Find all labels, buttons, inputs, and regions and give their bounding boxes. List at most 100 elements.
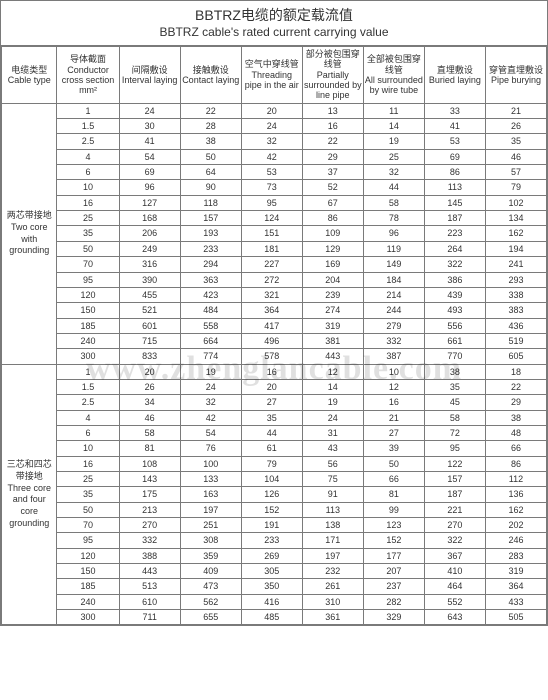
cell: 14 <box>302 379 363 394</box>
cell: 39 <box>363 441 424 456</box>
cell: 79 <box>241 456 302 471</box>
cell: 249 <box>119 241 180 256</box>
table-row: 185513473350261237464364 <box>2 579 547 594</box>
cell: 443 <box>119 564 180 579</box>
cell: 22 <box>485 379 546 394</box>
cell: 54 <box>180 425 241 440</box>
cell: 163 <box>180 487 241 502</box>
cell: 152 <box>241 502 302 517</box>
cell: 124 <box>241 211 302 226</box>
cell: 227 <box>241 257 302 272</box>
table-row: 300711655485361329643505 <box>2 610 547 625</box>
cell: 120 <box>57 287 119 302</box>
cell: 50 <box>363 456 424 471</box>
cell: 41 <box>119 134 180 149</box>
cell: 319 <box>302 318 363 333</box>
cell: 390 <box>119 272 180 287</box>
cell: 193 <box>180 226 241 241</box>
cell: 61 <box>241 441 302 456</box>
cell: 316 <box>119 257 180 272</box>
cell: 233 <box>241 533 302 548</box>
cell: 52 <box>302 180 363 195</box>
data-table: 电缆类型Cable type导体截面Conductor cross sectio… <box>1 46 547 625</box>
cell: 32 <box>180 395 241 410</box>
cell: 20 <box>119 364 180 379</box>
table-row: 351751631269181187136 <box>2 487 547 502</box>
table-row: 1.526242014123522 <box>2 379 547 394</box>
cell: 6 <box>57 425 119 440</box>
cell: 464 <box>424 579 485 594</box>
cell: 270 <box>424 518 485 533</box>
cell: 38 <box>485 410 546 425</box>
cell: 113 <box>302 502 363 517</box>
cell: 246 <box>485 533 546 548</box>
cell: 1 <box>57 364 119 379</box>
cell: 207 <box>363 564 424 579</box>
cell: 332 <box>363 333 424 348</box>
col-header-3: 接触敷设Contact laying <box>180 47 241 104</box>
cell: 361 <box>302 610 363 625</box>
col-header-6: 全部被包围穿线管All surrounded by wire tube <box>363 47 424 104</box>
cell: 18 <box>485 364 546 379</box>
cell: 473 <box>180 579 241 594</box>
cell: 261 <box>302 579 363 594</box>
cell: 86 <box>485 456 546 471</box>
group-label: 两芯带接地Two core with grounding <box>2 103 57 364</box>
cell: 10 <box>363 364 424 379</box>
cell: 162 <box>485 226 546 241</box>
cell: 16 <box>57 195 119 210</box>
cell: 387 <box>363 349 424 364</box>
table-row: 10969073524411379 <box>2 180 547 195</box>
cell: 605 <box>485 349 546 364</box>
cell: 50 <box>57 502 119 517</box>
cell: 26 <box>485 119 546 134</box>
cell: 519 <box>485 333 546 348</box>
cell: 388 <box>119 548 180 563</box>
cell: 53 <box>241 165 302 180</box>
cell: 364 <box>241 303 302 318</box>
cell: 251 <box>180 518 241 533</box>
cell: 27 <box>241 395 302 410</box>
cell: 12 <box>302 364 363 379</box>
cell: 321 <box>241 287 302 302</box>
cell: 19 <box>180 364 241 379</box>
cell: 143 <box>119 471 180 486</box>
cell: 120 <box>57 548 119 563</box>
table-container: BBTRZ电缆的额定载流值 BBTRZ cable's rated curren… <box>0 0 548 626</box>
cell: 319 <box>485 564 546 579</box>
cell: 35 <box>57 226 119 241</box>
cell: 2.5 <box>57 395 119 410</box>
col-header-2: 间隔敷设Interval laying <box>119 47 180 104</box>
cell: 363 <box>180 272 241 287</box>
cell: 126 <box>241 487 302 502</box>
cell: 44 <box>363 180 424 195</box>
table-row: 185601558417319279556436 <box>2 318 547 333</box>
cell: 562 <box>180 594 241 609</box>
cell: 11 <box>363 103 424 118</box>
cell: 423 <box>180 287 241 302</box>
cell: 206 <box>119 226 180 241</box>
cell: 185 <box>57 579 119 594</box>
cell: 152 <box>363 533 424 548</box>
cell: 70 <box>57 518 119 533</box>
cell: 833 <box>119 349 180 364</box>
cell: 443 <box>302 349 363 364</box>
cell: 322 <box>424 257 485 272</box>
cell: 417 <box>241 318 302 333</box>
cell: 157 <box>180 211 241 226</box>
cell: 45 <box>424 395 485 410</box>
cell: 119 <box>363 241 424 256</box>
cell: 81 <box>119 441 180 456</box>
cell: 770 <box>424 349 485 364</box>
col-header-0: 电缆类型Cable type <box>2 47 57 104</box>
table-row: 70316294227169149322241 <box>2 257 547 272</box>
cell: 104 <box>241 471 302 486</box>
table-row: 150443409305232207410319 <box>2 564 547 579</box>
cell: 293 <box>485 272 546 287</box>
cell: 184 <box>363 272 424 287</box>
cell: 283 <box>485 548 546 563</box>
cell: 329 <box>363 610 424 625</box>
cell: 48 <box>485 425 546 440</box>
cell: 383 <box>485 303 546 318</box>
cell: 58 <box>363 195 424 210</box>
